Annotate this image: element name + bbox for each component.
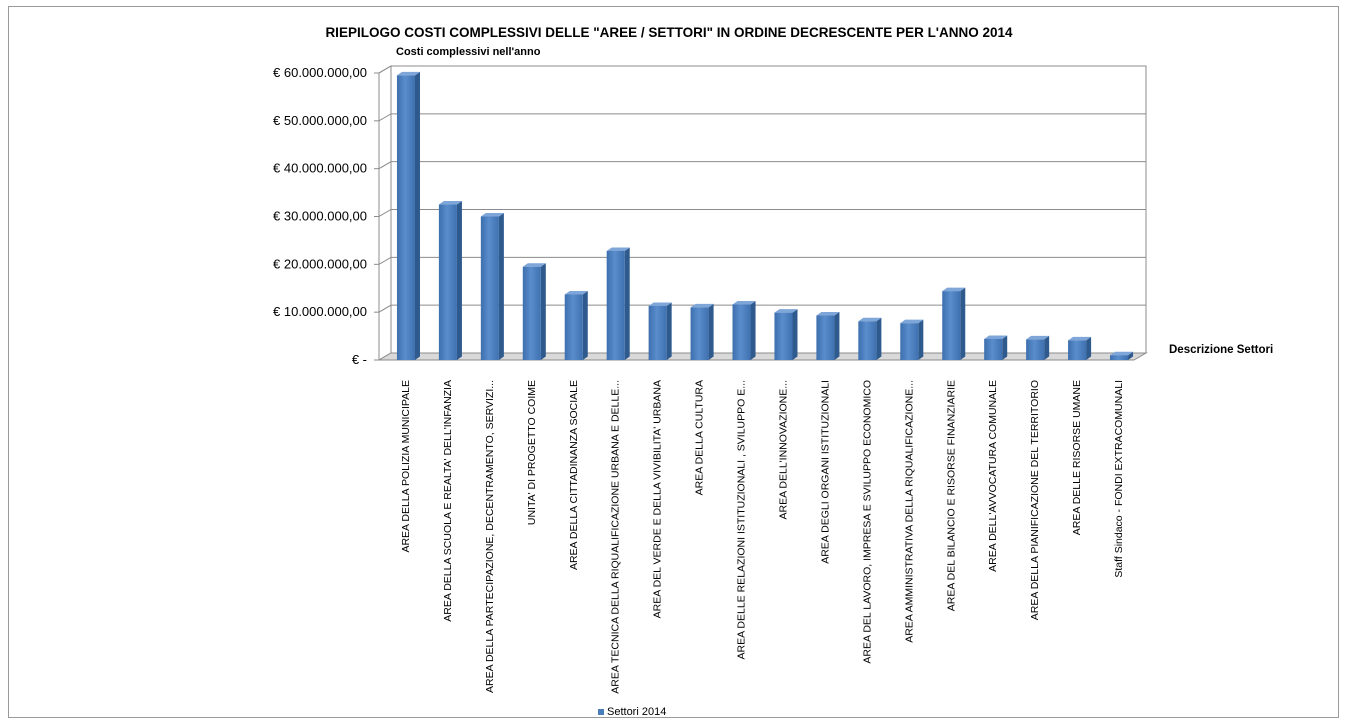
x-category-label: AREA DEGLI ORGANI ISTITUZIONALI xyxy=(819,380,831,564)
bar xyxy=(900,320,923,360)
bar xyxy=(523,263,546,360)
bar xyxy=(774,309,797,360)
x-axis-categories: AREA DELLA POLIZIA MUNICIPALE AREA DELLA … xyxy=(400,380,1125,694)
y-tick-label: € 50.000.000,00 xyxy=(273,113,367,128)
x-category-label: UNITA' DI PROGETTO COIME xyxy=(526,380,538,525)
x-category-label: AREA DELLA SCUOLA E REALTA' DELL'INFANZI… xyxy=(442,380,454,622)
bar xyxy=(733,301,756,360)
bar xyxy=(984,335,1007,360)
y-axis-label: Costi complessivi nell'anno xyxy=(396,46,541,58)
y-tick-label: € 10.000.000,00 xyxy=(273,304,367,319)
x-category-label: AREA DEL VERDE E DELLA VIVIBILITA' URBAN… xyxy=(652,380,664,618)
x-category-label: AREA DELLA CITTADINANZA SOCIALE xyxy=(568,380,580,570)
x-category-label: AREA DELLA PIANIFICAZIONE DEL TERRITORIO xyxy=(1029,380,1041,620)
chart-frame: € - € 10.000.000,00 € 20.000.000,00 € 30.00… xyxy=(8,6,1339,718)
x-category-label: AREA DELL'INNOVAZIONE... xyxy=(777,380,789,520)
y-axis-ticks: € - € 10.000.000,00 € 20.000.000,00 € 30.00… xyxy=(273,65,379,367)
bar xyxy=(691,304,714,360)
bar xyxy=(858,318,881,360)
y-tick-label: € 20.000.000,00 xyxy=(273,256,367,271)
x-category-label: AREA DELLE RISORSE UMANE xyxy=(1071,380,1083,535)
bar xyxy=(942,288,965,360)
bar xyxy=(649,302,672,360)
bar xyxy=(481,213,504,360)
x-category-label: AREA TECNICA DELLA RIQUALIFICAZIONE URBA… xyxy=(610,380,622,694)
bar xyxy=(816,312,839,360)
x-category-label: AREA DELLE RELAZIONI ISTITUZIONALI , SVI… xyxy=(736,380,748,660)
legend-swatch xyxy=(598,709,604,715)
x-category-label: AREA DELL'AVVOCATURA COMUNALE xyxy=(987,380,999,572)
x-category-label: AREA DELLA POLIZIA MUNICIPALE xyxy=(400,380,412,553)
legend: Settori 2014 xyxy=(598,706,666,718)
bar xyxy=(1026,336,1049,360)
bar xyxy=(1068,337,1091,360)
bar xyxy=(439,201,462,360)
y-tick-label: € 30.000.000,00 xyxy=(273,209,367,224)
y-tick-label: € 60.000.000,00 xyxy=(273,65,367,80)
bar xyxy=(1110,352,1133,360)
x-category-label: AREA DELLA PARTECIPAZIONE, DECENTRAMENTO… xyxy=(484,380,496,693)
bar xyxy=(397,72,420,360)
legend-entry: Settori 2014 xyxy=(607,706,666,718)
x-category-label: AREA DEL BILANCIO E RISORSE FINANZIARIE xyxy=(945,380,957,611)
x-category-label: AREA DEL LAVORO, IMPRESA E SVILUPPO ECON… xyxy=(861,380,873,664)
x-category-label: AREA AMMINISTRATIVA DELLA RIQUALIFICAZIO… xyxy=(903,380,915,643)
y-tick-label: € 40.000.000,00 xyxy=(273,161,367,176)
bar-chart: € - € 10.000.000,00 € 20.000.000,00 € 30.00… xyxy=(9,7,1340,719)
x-axis-label: Descrizione Settori xyxy=(1169,344,1273,356)
chart-title: RIEPILOGO COSTI COMPLESSIVI DELLE "AREE … xyxy=(325,25,1013,40)
x-category-label: AREA DELLA CULTURA xyxy=(694,380,706,495)
bar xyxy=(607,247,630,360)
y-tick-label: € - xyxy=(352,352,367,367)
bar xyxy=(565,291,588,360)
x-category-label: Staff Sindaco - FONDI EXTRACOMUNALI xyxy=(1113,380,1125,578)
